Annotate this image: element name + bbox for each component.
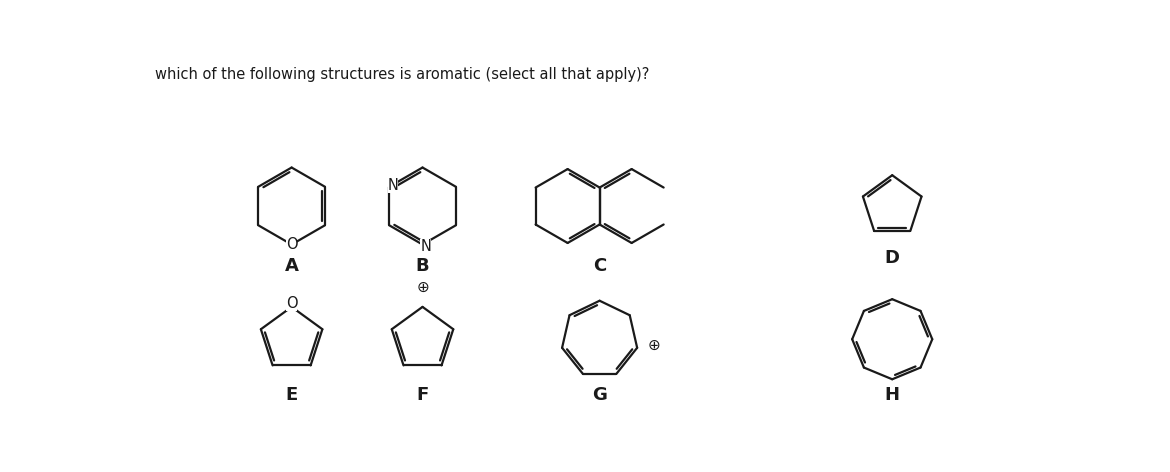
- Text: ⊕: ⊕: [647, 338, 660, 353]
- Text: A: A: [284, 257, 298, 275]
- Text: N: N: [387, 178, 399, 193]
- Text: D: D: [885, 249, 900, 267]
- Text: which of the following structures is aromatic (select all that apply)?: which of the following structures is aro…: [156, 67, 649, 83]
- Text: C: C: [593, 257, 606, 275]
- Text: B: B: [415, 257, 429, 275]
- Text: F: F: [417, 386, 428, 404]
- Text: G: G: [592, 386, 607, 404]
- Text: O: O: [285, 237, 297, 252]
- Text: O: O: [285, 296, 297, 312]
- Text: ⊕: ⊕: [417, 280, 429, 295]
- Text: H: H: [885, 386, 900, 404]
- Text: N: N: [420, 238, 431, 253]
- Text: E: E: [285, 386, 297, 404]
